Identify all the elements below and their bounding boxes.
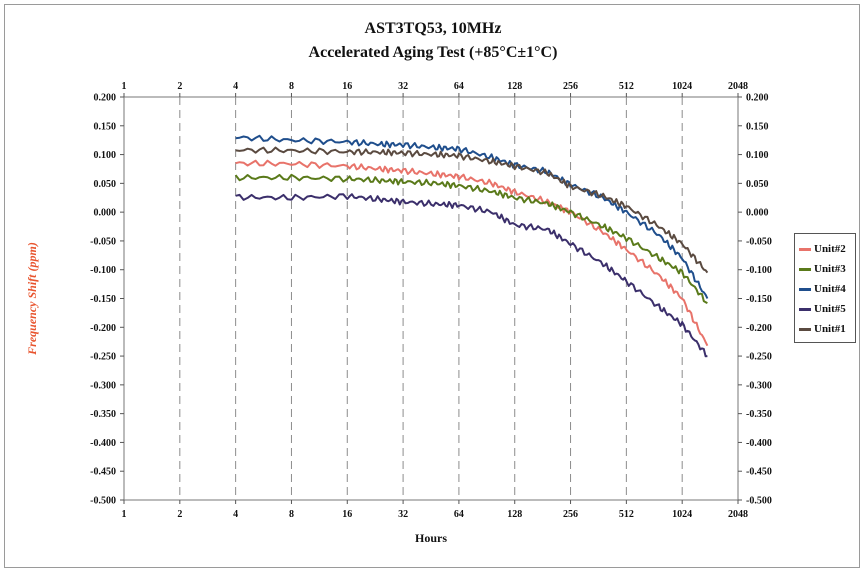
x-tick-label-top: 128 [507, 81, 522, 92]
y-tick-label-left: -0.300 [90, 380, 116, 391]
x-tick-label-bottom: 2048 [728, 509, 748, 520]
y-tick-label-right: -0.050 [746, 236, 772, 247]
legend-swatch [799, 267, 811, 271]
y-tick-label-right: -0.150 [746, 294, 772, 305]
y-tick-label-right: -0.500 [746, 496, 772, 507]
series-line-unit1 [235, 146, 709, 274]
legend-swatch [799, 307, 811, 311]
x-tick-label-bottom: 64 [454, 509, 464, 520]
y-tick-label-left: 0.050 [94, 179, 117, 190]
series-line-unit2 [235, 159, 709, 347]
legend-label: Unit#1 [814, 323, 846, 335]
chart-title: AST3TQ53, 10MHz [364, 20, 502, 37]
series-line-unit4 [235, 134, 709, 299]
legend-swatch [799, 247, 811, 251]
y-tick-label-left: 0.200 [94, 93, 117, 104]
y-tick-label-right: -0.100 [746, 265, 772, 276]
x-tick-label-top: 2048 [728, 81, 748, 92]
y-tick-label-right: -0.300 [746, 380, 772, 391]
legend-item: Unit#1 [799, 320, 846, 338]
x-tick-label-bottom: 128 [507, 509, 522, 520]
y-tick-label-right: 0.200 [746, 93, 769, 104]
y-tick-label-left: -0.200 [90, 323, 116, 334]
x-tick-label-bottom: 32 [398, 509, 408, 520]
y-tick-label-right: -0.350 [746, 409, 772, 420]
legend-swatch [799, 327, 811, 331]
x-tick-label-top: 32 [398, 81, 408, 92]
x-tick-label-top: 64 [454, 81, 464, 92]
legend-swatch [799, 287, 811, 291]
y-tick-label-left: -0.150 [90, 294, 116, 305]
y-axis-label: Frequency Shift (ppm) [25, 242, 39, 356]
y-tick-label-left: -0.450 [90, 467, 116, 478]
legend-label: Unit#3 [814, 263, 846, 275]
x-tick-label-top: 4 [233, 81, 238, 92]
x-tick-label-top: 2 [177, 81, 182, 92]
legend-label: Unit#5 [814, 303, 846, 315]
legend: Unit#2 Unit#3 Unit#4 Unit#5 Unit#1 [794, 233, 856, 343]
y-tick-label-left: -0.250 [90, 352, 116, 363]
x-tick-label-top: 1 [122, 81, 127, 92]
x-tick-label-bottom: 512 [619, 509, 634, 520]
legend-label: Unit#2 [814, 243, 846, 255]
y-tick-label-left: 0.150 [94, 121, 117, 132]
x-tick-label-bottom: 256 [563, 509, 578, 520]
y-tick-label-right: 0.150 [746, 121, 769, 132]
y-tick-label-left: -0.400 [90, 438, 116, 449]
x-tick-label-bottom: 8 [289, 509, 294, 520]
x-tick-label-bottom: 4 [233, 509, 238, 520]
x-tick-label-top: 256 [563, 81, 578, 92]
x-tick-label-top: 1024 [672, 81, 692, 92]
x-tick-label-top: 8 [289, 81, 294, 92]
legend-item: Unit#4 [799, 280, 846, 298]
x-axis-label: Hours [415, 531, 447, 545]
x-tick-label-top: 16 [342, 81, 352, 92]
y-tick-label-left: -0.050 [90, 236, 116, 247]
legend-item: Unit#5 [799, 300, 846, 318]
y-tick-label-right: -0.250 [746, 352, 772, 363]
y-tick-label-right: 0.050 [746, 179, 769, 190]
x-tick-label-bottom: 2 [177, 509, 182, 520]
y-tick-label-left: -0.500 [90, 496, 116, 507]
legend-label: Unit#4 [814, 283, 846, 295]
y-tick-label-left: 0.000 [94, 208, 117, 219]
x-tick-label-bottom: 16 [342, 509, 352, 520]
y-tick-label-right: -0.200 [746, 323, 772, 334]
series-line-unit3 [234, 173, 708, 304]
legend-item: Unit#2 [799, 240, 846, 258]
y-tick-label-right: -0.400 [746, 438, 772, 449]
legend-item: Unit#3 [799, 260, 846, 278]
series-line-unit5 [235, 193, 708, 358]
x-tick-label-bottom: 1024 [672, 509, 692, 520]
y-tick-label-right: -0.450 [746, 467, 772, 478]
x-tick-label-top: 512 [619, 81, 634, 92]
y-tick-label-left: -0.350 [90, 409, 116, 420]
y-tick-label-right: 0.000 [746, 208, 769, 219]
x-tick-label-bottom: 1 [122, 509, 127, 520]
y-tick-label-left: 0.100 [94, 150, 117, 161]
y-tick-label-left: -0.100 [90, 265, 116, 276]
chart-subtitle: Accelerated Aging Test (+85°C±1°C) [308, 44, 558, 61]
y-tick-label-right: 0.100 [746, 150, 769, 161]
